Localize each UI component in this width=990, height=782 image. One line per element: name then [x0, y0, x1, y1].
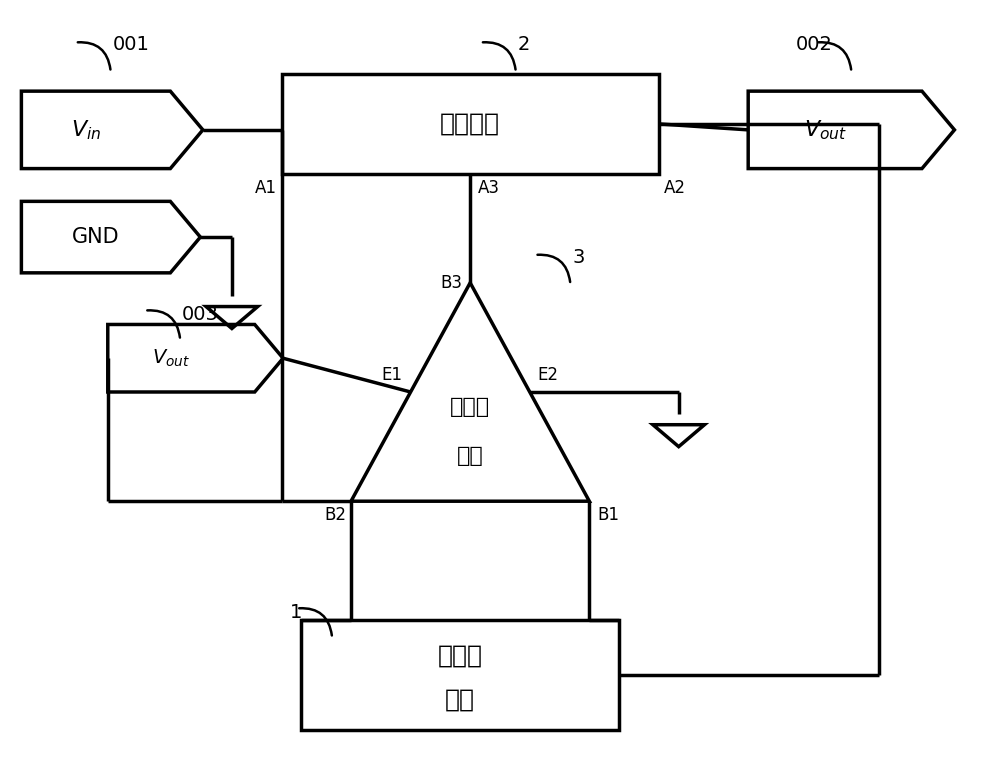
Text: 模块: 模块	[456, 447, 483, 466]
Text: A2: A2	[663, 178, 686, 196]
Text: 1: 1	[289, 603, 302, 622]
Text: E1: E1	[382, 366, 403, 384]
Text: 基准电: 基准电	[438, 643, 483, 667]
Text: 001: 001	[113, 35, 149, 54]
Text: E2: E2	[538, 366, 558, 384]
Bar	[281, 74, 658, 174]
Text: A3: A3	[478, 178, 500, 196]
Text: 压源: 压源	[446, 688, 475, 712]
Text: 2: 2	[518, 35, 531, 54]
Text: B3: B3	[441, 274, 462, 292]
Text: 3: 3	[572, 249, 585, 267]
Text: $V_{in}$: $V_{in}$	[70, 118, 101, 142]
Text: B2: B2	[324, 506, 346, 524]
Bar	[301, 620, 619, 730]
Text: $V_{out}$: $V_{out}$	[804, 118, 846, 142]
Text: B1: B1	[597, 506, 620, 524]
Text: 003: 003	[182, 305, 219, 324]
Text: GND: GND	[72, 227, 120, 247]
Text: $V_{out}$: $V_{out}$	[152, 347, 190, 369]
Text: 放大器: 放大器	[450, 396, 490, 417]
Text: 功率模块: 功率模块	[441, 112, 500, 136]
Text: A1: A1	[254, 178, 276, 196]
Text: 002: 002	[796, 35, 833, 54]
